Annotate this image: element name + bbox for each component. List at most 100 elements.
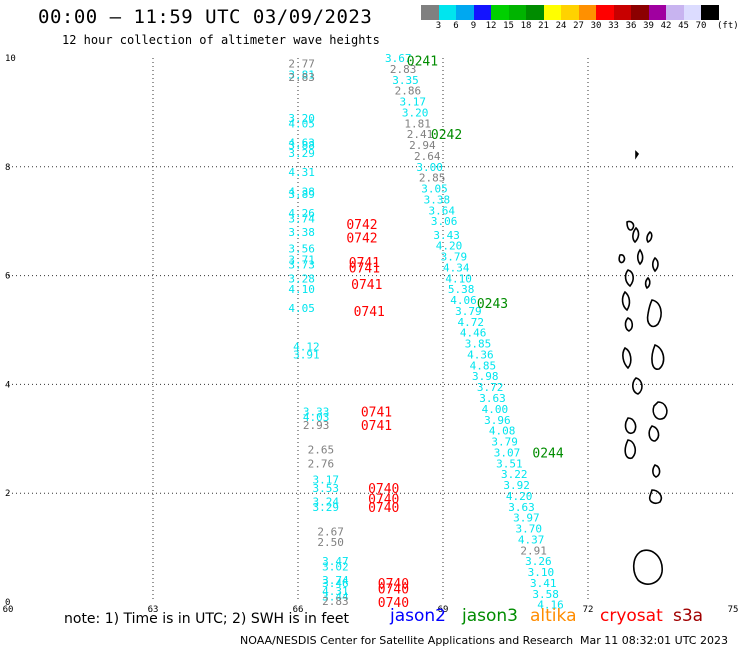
swh-value: 2.67	[317, 525, 344, 538]
colorbar-swatch	[701, 5, 719, 20]
swh-value: 3.67	[385, 52, 412, 65]
pass-time-label: 0740	[368, 501, 399, 516]
colorbar-label: 24	[555, 21, 567, 31]
swh-value: 2.41	[407, 128, 434, 141]
pass-time-label: 0742	[346, 232, 377, 247]
island-outline	[646, 299, 662, 328]
swh-value: 2.76	[308, 457, 335, 470]
satellite-legend-item-jason3: jason3	[462, 606, 518, 626]
swh-value: 5.38	[448, 283, 475, 296]
swh-value: 3.06	[431, 215, 458, 228]
swh-value: 4.08	[489, 425, 515, 438]
pass-time-label: 0741	[349, 261, 380, 276]
swh-value: 3.07	[494, 446, 521, 459]
swh-value: 3.38	[288, 226, 315, 239]
colorbar-unit: (ft)	[717, 21, 739, 31]
swh-value: 4.38	[288, 185, 315, 198]
swh-value: 3.73	[288, 259, 315, 272]
swh-value: 3.33	[303, 406, 330, 419]
pass-time-label: 0741	[361, 419, 392, 434]
swh-value: 3.47	[322, 555, 349, 568]
satellite-legend-item-s3a: s3a	[673, 606, 704, 626]
x-tick-label: 72	[583, 605, 594, 615]
swh-value: 2.50	[317, 536, 344, 549]
island-outline	[624, 269, 634, 288]
swh-value: 3.43	[433, 229, 460, 242]
swh-value: 3.17	[400, 96, 427, 109]
swh-value: 3.92	[503, 479, 529, 492]
swh-value: 3.00	[416, 161, 443, 174]
colorbar-swatch	[666, 5, 684, 20]
swh-value: 2.77	[288, 57, 315, 70]
colorbar-swatch	[421, 5, 439, 20]
colorbar-label: 36	[625, 21, 637, 31]
swh-value: 3.96	[484, 414, 511, 427]
swh-value: 3.74	[288, 212, 315, 225]
pass-time-label: 0740	[378, 577, 409, 592]
swh-value: 3.10	[528, 566, 555, 579]
satellite-legend-item-cryosat: cryosat	[600, 606, 663, 626]
colorbar-swatch	[543, 5, 561, 20]
pass-time-label: 0242	[431, 128, 462, 143]
swh-value: 3.63	[508, 501, 535, 514]
swh-value: 3.17	[313, 474, 340, 487]
colorbar-label: 12	[485, 21, 497, 31]
swh-value: 3.29	[288, 147, 315, 160]
swh-value: 4.05	[288, 302, 315, 315]
pass-time-label: 0241	[407, 55, 438, 70]
pass-time-label: 0742	[346, 218, 377, 233]
colorbar-label: 33	[608, 21, 619, 31]
y-tick-label: 2	[5, 489, 10, 499]
swh-value: 3.74	[322, 574, 349, 587]
island-outline	[636, 248, 644, 266]
swh-value: 3.56	[288, 242, 315, 255]
swh-value: 3.29	[313, 501, 340, 514]
colorbar-swatch	[473, 5, 491, 20]
swh-value: 3.98	[472, 370, 499, 383]
island-outline	[644, 276, 651, 290]
pass-time-label: 0740	[378, 582, 409, 597]
swh-value: 3.41	[530, 577, 557, 590]
colorbar-swatch	[631, 5, 649, 20]
swh-value: 3.44	[322, 591, 349, 604]
swh-value: 3.05	[421, 183, 448, 196]
swh-value: 4.10	[288, 283, 315, 296]
swh-value: 4.12	[293, 340, 320, 353]
swh-value: 3.28	[288, 272, 315, 285]
colorbar-label: 30	[590, 21, 602, 31]
island-outline	[621, 290, 631, 312]
swh-value: 2.86	[395, 85, 422, 98]
island-outline	[648, 425, 660, 442]
swh-value: 2.93	[303, 419, 330, 432]
island-outline	[648, 489, 663, 504]
y-tick-label: 6	[5, 272, 10, 282]
y-tick-label: 10	[5, 54, 16, 64]
swh-value: 3.46	[322, 577, 349, 590]
swh-value: 4.10	[445, 272, 472, 285]
swh-value: 3.97	[513, 512, 540, 525]
swh-value: 4.36	[467, 348, 494, 361]
island-outline	[632, 226, 640, 244]
swh-value: 4.34	[443, 261, 470, 274]
y-tick-label: 4	[5, 380, 10, 390]
swh-value: 4.85	[470, 359, 497, 372]
island-outline	[652, 464, 661, 478]
colorbar-label: 42	[660, 21, 672, 31]
pass-time-label: 0244	[532, 446, 563, 461]
footer-credit: NOAA/NESDIS Center for Satellite Applica…	[240, 634, 574, 647]
swh-value: 3.70	[516, 523, 543, 536]
y-tick-label: 8	[5, 163, 10, 173]
swh-value: 3.89	[288, 188, 315, 201]
swh-value: 3.64	[429, 204, 456, 217]
swh-value: 3.20	[402, 106, 429, 119]
page-subtitle: 12 hour collection of altimeter wave hei…	[62, 33, 380, 47]
wave-height-colorbar	[421, 5, 719, 20]
swh-value: 2.94	[409, 139, 436, 152]
swh-value: 4.31	[288, 166, 315, 179]
swh-value: 3.91	[293, 348, 320, 361]
colorbar-swatch	[578, 5, 596, 20]
swh-value: 3.35	[392, 74, 419, 87]
colorbar-swatch	[596, 5, 614, 20]
pass-time-label: 0740	[368, 482, 399, 497]
